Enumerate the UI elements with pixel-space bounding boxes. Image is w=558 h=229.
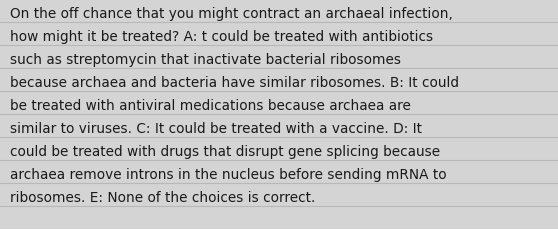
Text: archaea remove introns in the nucleus before sending mRNA to: archaea remove introns in the nucleus be… [10, 167, 446, 181]
Text: ribosomes. E: None of the choices is correct.: ribosomes. E: None of the choices is cor… [10, 190, 315, 204]
Text: similar to viruses. C: It could be treated with a vaccine. D: It: similar to viruses. C: It could be treat… [10, 121, 422, 135]
Text: because archaea and bacteria have similar ribosomes. B: It could: because archaea and bacteria have simila… [10, 76, 459, 90]
Text: could be treated with drugs that disrupt gene splicing because: could be treated with drugs that disrupt… [10, 144, 440, 158]
Text: how might it be treated? A: t could be treated with antibiotics: how might it be treated? A: t could be t… [10, 30, 433, 44]
Text: On the off chance that you might contract an archaeal infection,: On the off chance that you might contrac… [10, 7, 453, 21]
Text: be treated with antiviral medications because archaea are: be treated with antiviral medications be… [10, 98, 411, 112]
Text: such as streptomycin that inactivate bacterial ribosomes: such as streptomycin that inactivate bac… [10, 53, 401, 67]
